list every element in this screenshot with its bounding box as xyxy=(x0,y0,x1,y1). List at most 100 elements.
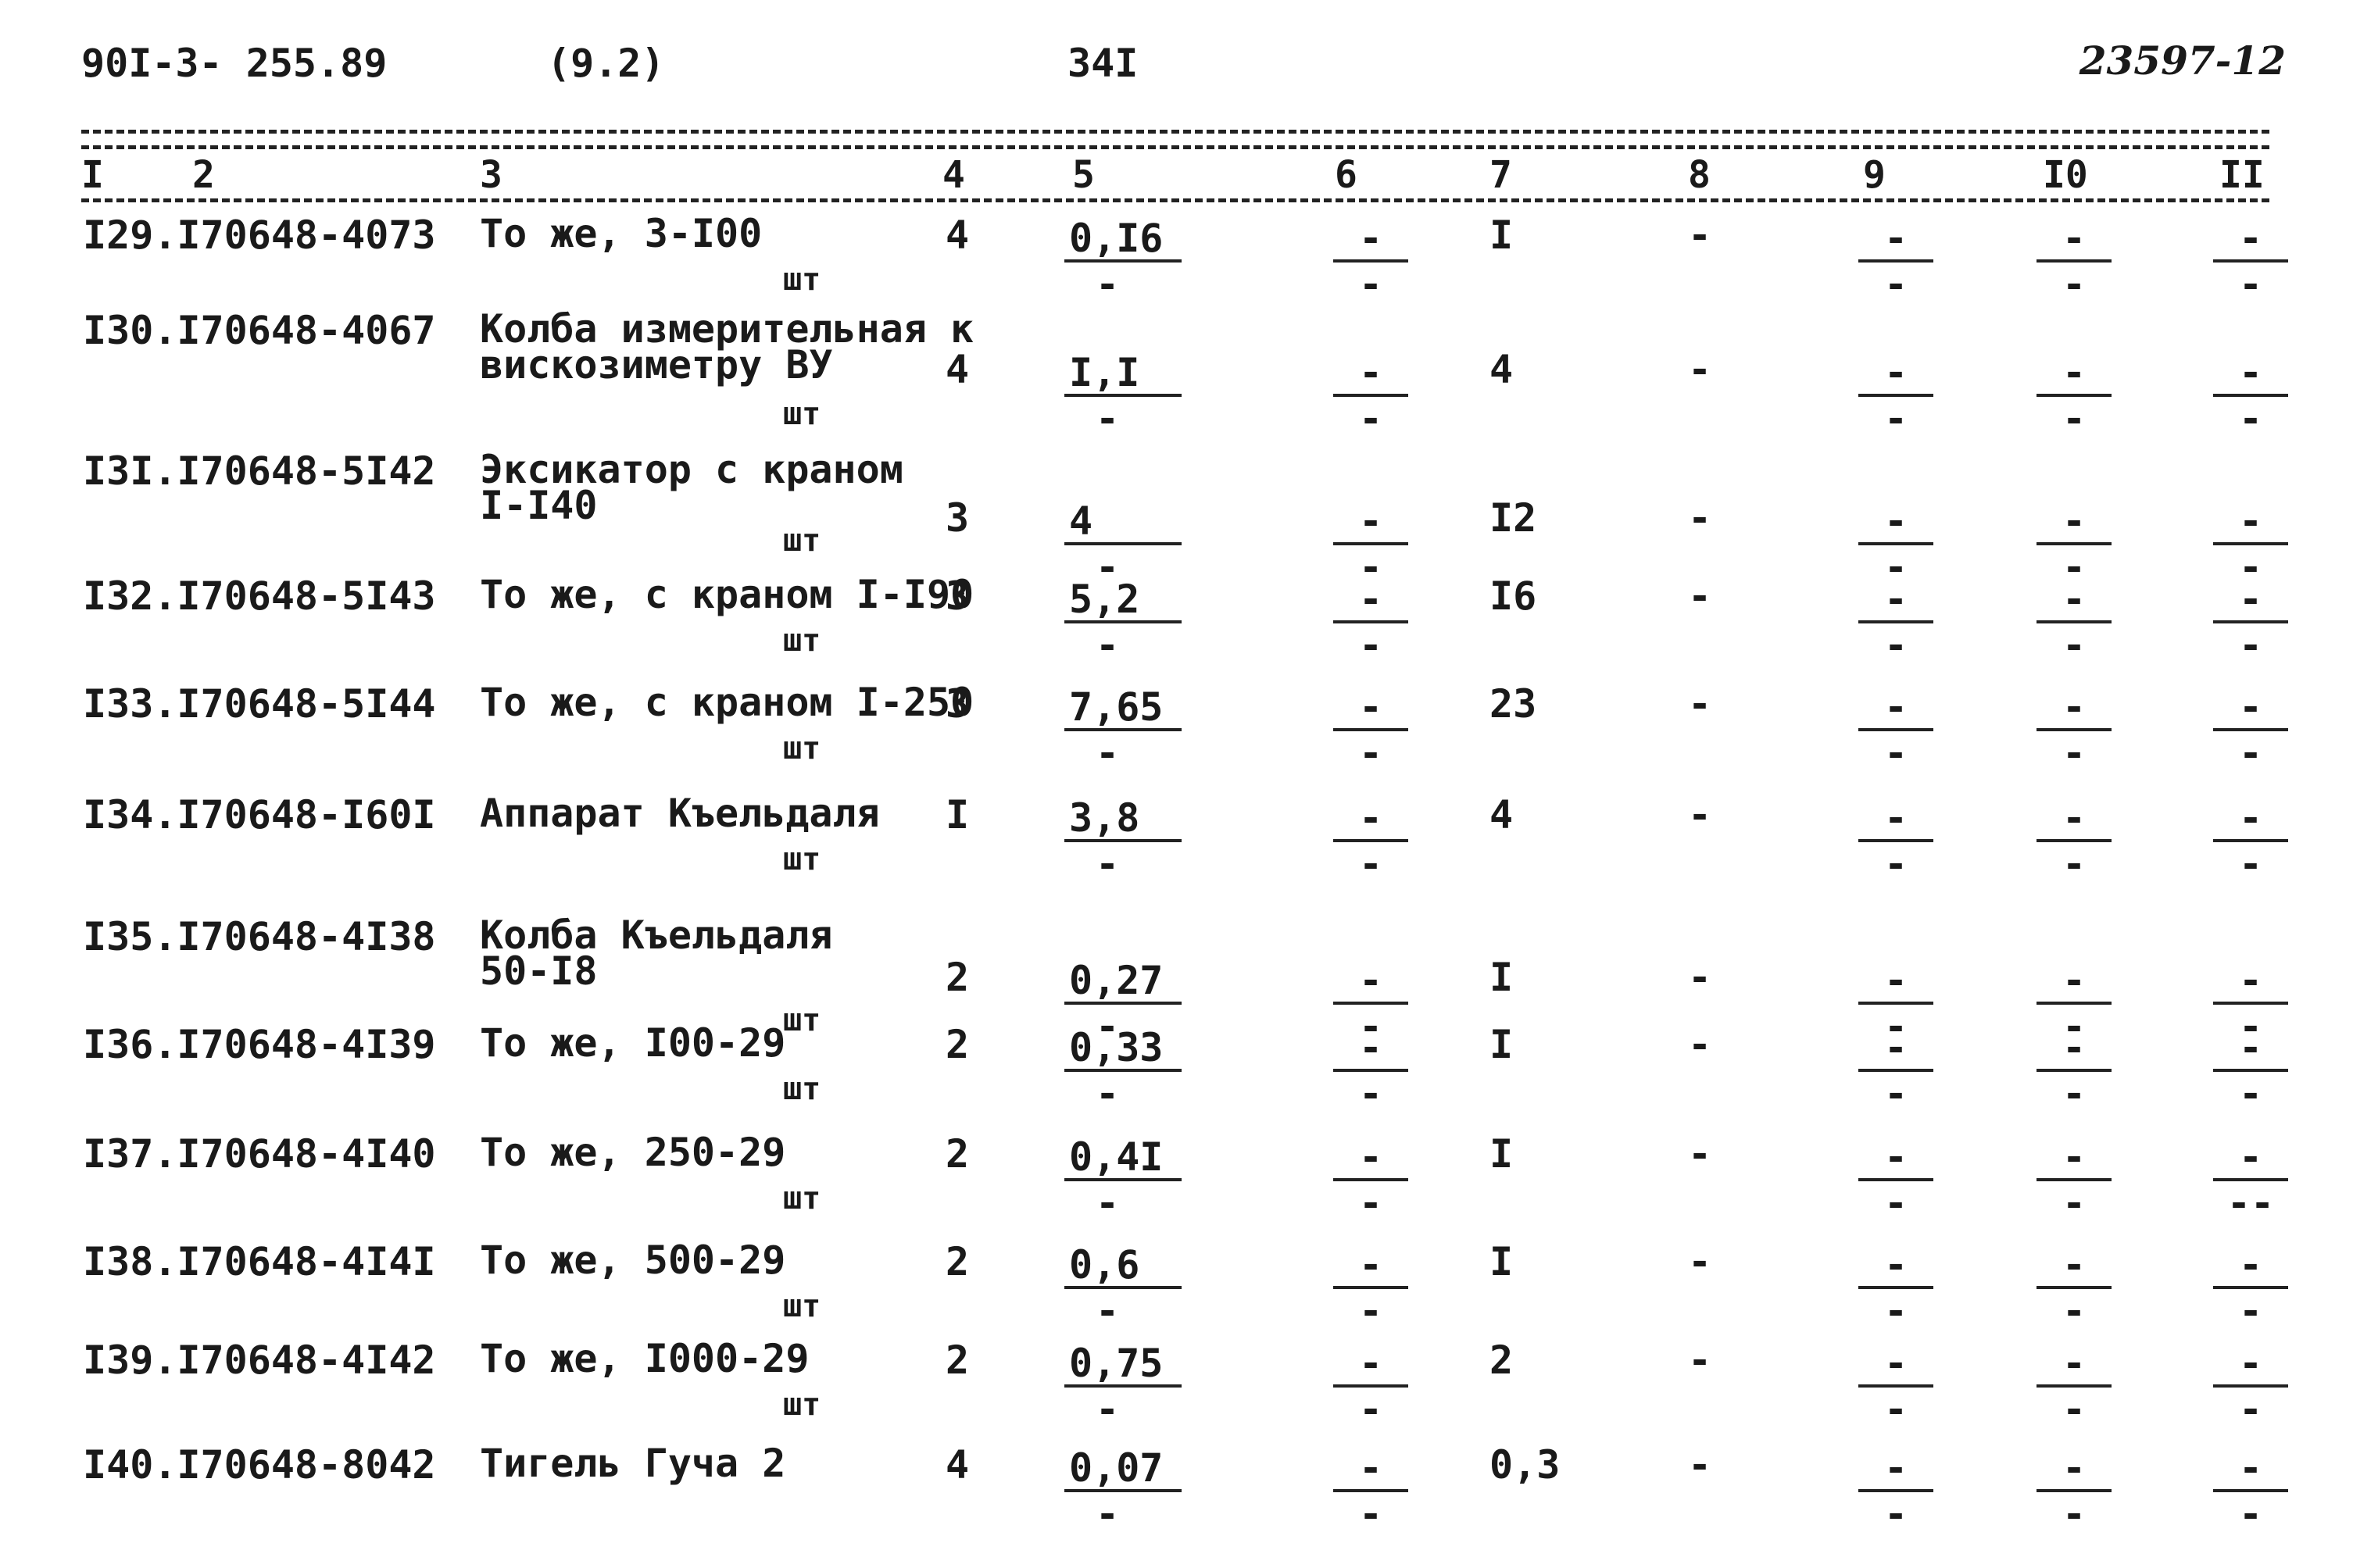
col6-value: -- xyxy=(1333,216,1408,306)
col9-value: -- xyxy=(1858,1025,1933,1116)
col10-value-bottom: - xyxy=(2062,545,2087,590)
col10-value: -- xyxy=(2037,1445,2112,1536)
col10-value: -- xyxy=(2037,684,2112,775)
col8-value: - xyxy=(1688,955,1712,1000)
col11-value: -- xyxy=(2213,1341,2288,1431)
col10-value-top: - xyxy=(2037,1445,2112,1492)
col9-value-bottom: - xyxy=(1883,1387,1908,1432)
col6-value-top: - xyxy=(1333,350,1408,397)
col9-value-top: - xyxy=(1858,1445,1933,1492)
col8-value: - xyxy=(1688,495,1712,541)
col6-value-bottom: - xyxy=(1358,1288,1383,1334)
col4-value: I xyxy=(946,792,970,838)
col6-value-top: - xyxy=(1333,958,1408,1005)
col7-value: I2 xyxy=(1489,495,1537,541)
col5-value: 5,2- xyxy=(1064,577,1182,667)
col5-value-top: 0,4I xyxy=(1064,1134,1182,1181)
col5-value: 0,07- xyxy=(1064,1445,1182,1536)
col5-value: 0,6- xyxy=(1064,1242,1182,1333)
col5-value: 4- xyxy=(1064,498,1182,589)
table-row: I37.I70648-4I40 То же, 250-29 шт 2 0,4I - - - I -… xyxy=(0,1131,2353,1236)
header-divider-top xyxy=(81,130,2269,134)
col11-value-bottom: - xyxy=(2238,1387,2263,1432)
col7-value: I xyxy=(1489,955,1514,1000)
col10-value-bottom: - xyxy=(2062,1180,2087,1226)
col7-value: 2 xyxy=(1489,1338,1514,1383)
col7-value: I xyxy=(1489,1022,1514,1067)
table-row: I33.I70648-5I44 То же, с краном I-250 шт 3 7… xyxy=(0,683,2353,786)
unit-label: шт xyxy=(783,1288,821,1324)
col11-value-top: - xyxy=(2213,1341,2288,1388)
col11-value-bottom: - xyxy=(2238,623,2263,668)
item-number: I39.I70648-4I42 xyxy=(83,1338,436,1383)
col7-value: 0,3 xyxy=(1489,1442,1561,1488)
col9-value: -- xyxy=(1858,684,1933,775)
col10-value: -- xyxy=(2037,577,2112,667)
col10-value-bottom: - xyxy=(2062,841,2087,887)
col9-value-bottom: - xyxy=(1883,396,1908,441)
col7-value: I6 xyxy=(1489,573,1537,619)
col8-value: - xyxy=(1688,1442,1712,1488)
item-number: I38.I70648-4I4I xyxy=(83,1239,436,1284)
col10-value-bottom: - xyxy=(2062,396,2087,441)
col9-value-bottom: - xyxy=(1883,1288,1908,1334)
col11-value: - -- xyxy=(2213,1134,2288,1225)
col6-value-bottom: - xyxy=(1358,1180,1383,1226)
col9-value-bottom: - xyxy=(1883,545,1908,590)
col6-value-bottom: - xyxy=(1358,545,1383,590)
col5-value: 0,4I - xyxy=(1064,1134,1182,1225)
item-name: Аппарат Къельдаля xyxy=(480,791,880,836)
col6-value: -- xyxy=(1333,795,1408,886)
item-number: I34.I70648-I60I xyxy=(83,792,436,838)
col8-value: - xyxy=(1688,1239,1712,1284)
col5-value-bottom: - xyxy=(1096,1387,1120,1432)
col11-value-bottom: - xyxy=(2238,1071,2263,1116)
item-name: То же, I000-29 xyxy=(480,1336,810,1381)
col10-value: -- xyxy=(2037,1134,2112,1225)
col11-value-top: - xyxy=(2213,1445,2288,1492)
col8-value: - xyxy=(1688,792,1712,838)
col6-value-bottom: - xyxy=(1358,730,1383,776)
col11-value-top: - xyxy=(2213,684,2288,731)
col6-value: -- xyxy=(1333,684,1408,775)
col4-value: 4 xyxy=(946,1442,970,1488)
col5-value-top: 0,I6 xyxy=(1064,216,1182,263)
col11-value-bottom: - xyxy=(2238,1004,2263,1049)
col6-value-top: - xyxy=(1333,1445,1408,1492)
col10-value-top: - xyxy=(2037,1134,2112,1181)
col11-value: -- xyxy=(2213,1242,2288,1333)
col5-value-bottom: - xyxy=(1096,545,1120,590)
col9-value: -- xyxy=(1858,350,1933,441)
col10-value-bottom: - xyxy=(2062,1288,2087,1334)
col5-value-bottom: - xyxy=(1096,396,1120,441)
inventory-number: 23597-12 xyxy=(2079,38,2286,84)
col10-value: -- xyxy=(2037,795,2112,886)
col10-value-top: - xyxy=(2037,1242,2112,1289)
column-header-11: II xyxy=(2219,153,2265,197)
table-row: I36.I70648-4I39 То же, I00-29 шт 2 0,33- - - I -… xyxy=(0,1022,2353,1127)
col10-value: -- xyxy=(2037,498,2112,589)
item-name: То же, 3-I00 xyxy=(480,211,763,256)
unit-label: шт xyxy=(783,730,821,766)
page-number: 34I xyxy=(1067,41,1139,86)
col7-value: 4 xyxy=(1489,347,1514,392)
col5-value-top: 3,8 xyxy=(1064,795,1182,842)
item-name: Колба Къельдаля 50-I8 xyxy=(480,913,833,994)
col11-value-top: - xyxy=(2213,958,2288,1005)
col9-value: -- xyxy=(1858,577,1933,667)
table-row: I35.I70648-4I38 Колба Къельдаля 50-I8 шт 2 0… xyxy=(0,913,2353,1048)
col10-value-bottom: - xyxy=(2062,730,2087,776)
col11-value: -- xyxy=(2213,350,2288,441)
col9-value-bottom: - xyxy=(1883,262,1908,307)
column-header-3: 3 xyxy=(480,153,502,197)
col5-value-bottom: - xyxy=(1096,1288,1120,1334)
item-number: I37.I70648-4I40 xyxy=(83,1131,436,1177)
col9-value-bottom: - xyxy=(1883,1004,1908,1049)
col9-value: -- xyxy=(1858,1341,1933,1431)
column-header-10: I0 xyxy=(2043,153,2088,197)
col9-value: -- xyxy=(1858,795,1933,886)
col11-value-bottom: - xyxy=(2238,1491,2263,1537)
col9-value-bottom: - xyxy=(1883,730,1908,776)
col6-value: -- xyxy=(1333,1134,1408,1225)
col6-value: -- xyxy=(1333,958,1408,1048)
